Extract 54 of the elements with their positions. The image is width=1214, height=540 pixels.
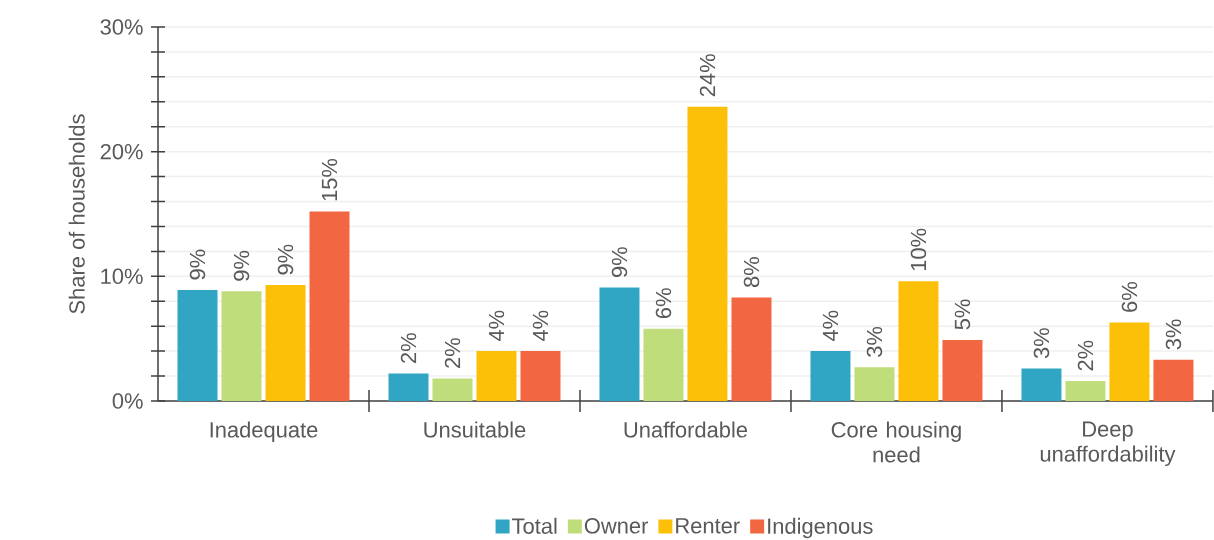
- data-label: 2%: [444, 338, 461, 368]
- bar: [309, 211, 350, 401]
- x-tick-label: Core housing need: [831, 421, 961, 463]
- bar: [854, 367, 895, 401]
- legend-label: Total: [512, 517, 557, 534]
- data-label: 5%: [954, 299, 971, 330]
- bar: [265, 285, 306, 401]
- bar: [1021, 368, 1062, 401]
- data-label: 3%: [1165, 319, 1182, 350]
- bar: [1065, 381, 1106, 401]
- data-label: 15%: [321, 158, 338, 201]
- data-label: 2%: [400, 333, 417, 363]
- bar: [898, 281, 939, 401]
- bar: [942, 339, 983, 401]
- x-tick-label: Unsuitable: [424, 421, 526, 438]
- data-label: 9%: [189, 249, 206, 280]
- bar: [520, 351, 561, 401]
- bar: [810, 351, 851, 401]
- data-label: 9%: [277, 244, 294, 275]
- data-label: 3%: [866, 326, 883, 357]
- bar: [599, 287, 640, 401]
- x-tick-label: Inadequate: [210, 421, 318, 442]
- data-label: 4%: [488, 310, 505, 342]
- y-axis-title: Share of households: [68, 114, 85, 314]
- bar: [177, 290, 218, 401]
- data-label: 10%: [910, 228, 927, 271]
- data-label: 9%: [611, 247, 628, 277]
- y-tick-label: 30%: [100, 19, 143, 35]
- bar: [731, 297, 772, 401]
- data-label: 6%: [655, 288, 672, 319]
- data-label: 3%: [1033, 328, 1050, 359]
- bar: [643, 328, 684, 401]
- y-tick-label: 10%: [101, 268, 143, 285]
- data-label: 6%: [1121, 282, 1138, 312]
- bar: [687, 106, 728, 401]
- data-label: 4%: [822, 310, 839, 342]
- bar: [432, 378, 473, 401]
- data-label: 9%: [233, 250, 250, 281]
- data-label: 8%: [743, 257, 760, 288]
- y-tick-label: 20%: [100, 143, 143, 160]
- bar: [221, 291, 262, 401]
- data-label: 24%: [699, 54, 716, 97]
- bar: [1109, 322, 1150, 401]
- x-tick-label: Deep unaffordability: [1040, 421, 1176, 467]
- data-label: 4%: [532, 310, 549, 342]
- legend-label: Renter: [676, 518, 740, 534]
- legend-label: Owner: [584, 518, 649, 534]
- legend-label: Indigenous: [768, 517, 873, 539]
- data-label: 2%: [1077, 340, 1094, 371]
- y-tick-label: 0%: [112, 393, 143, 409]
- bar: [1153, 359, 1194, 401]
- x-tick-label: Unaffordable: [624, 421, 748, 438]
- bar: [388, 373, 429, 401]
- bar: [476, 351, 517, 401]
